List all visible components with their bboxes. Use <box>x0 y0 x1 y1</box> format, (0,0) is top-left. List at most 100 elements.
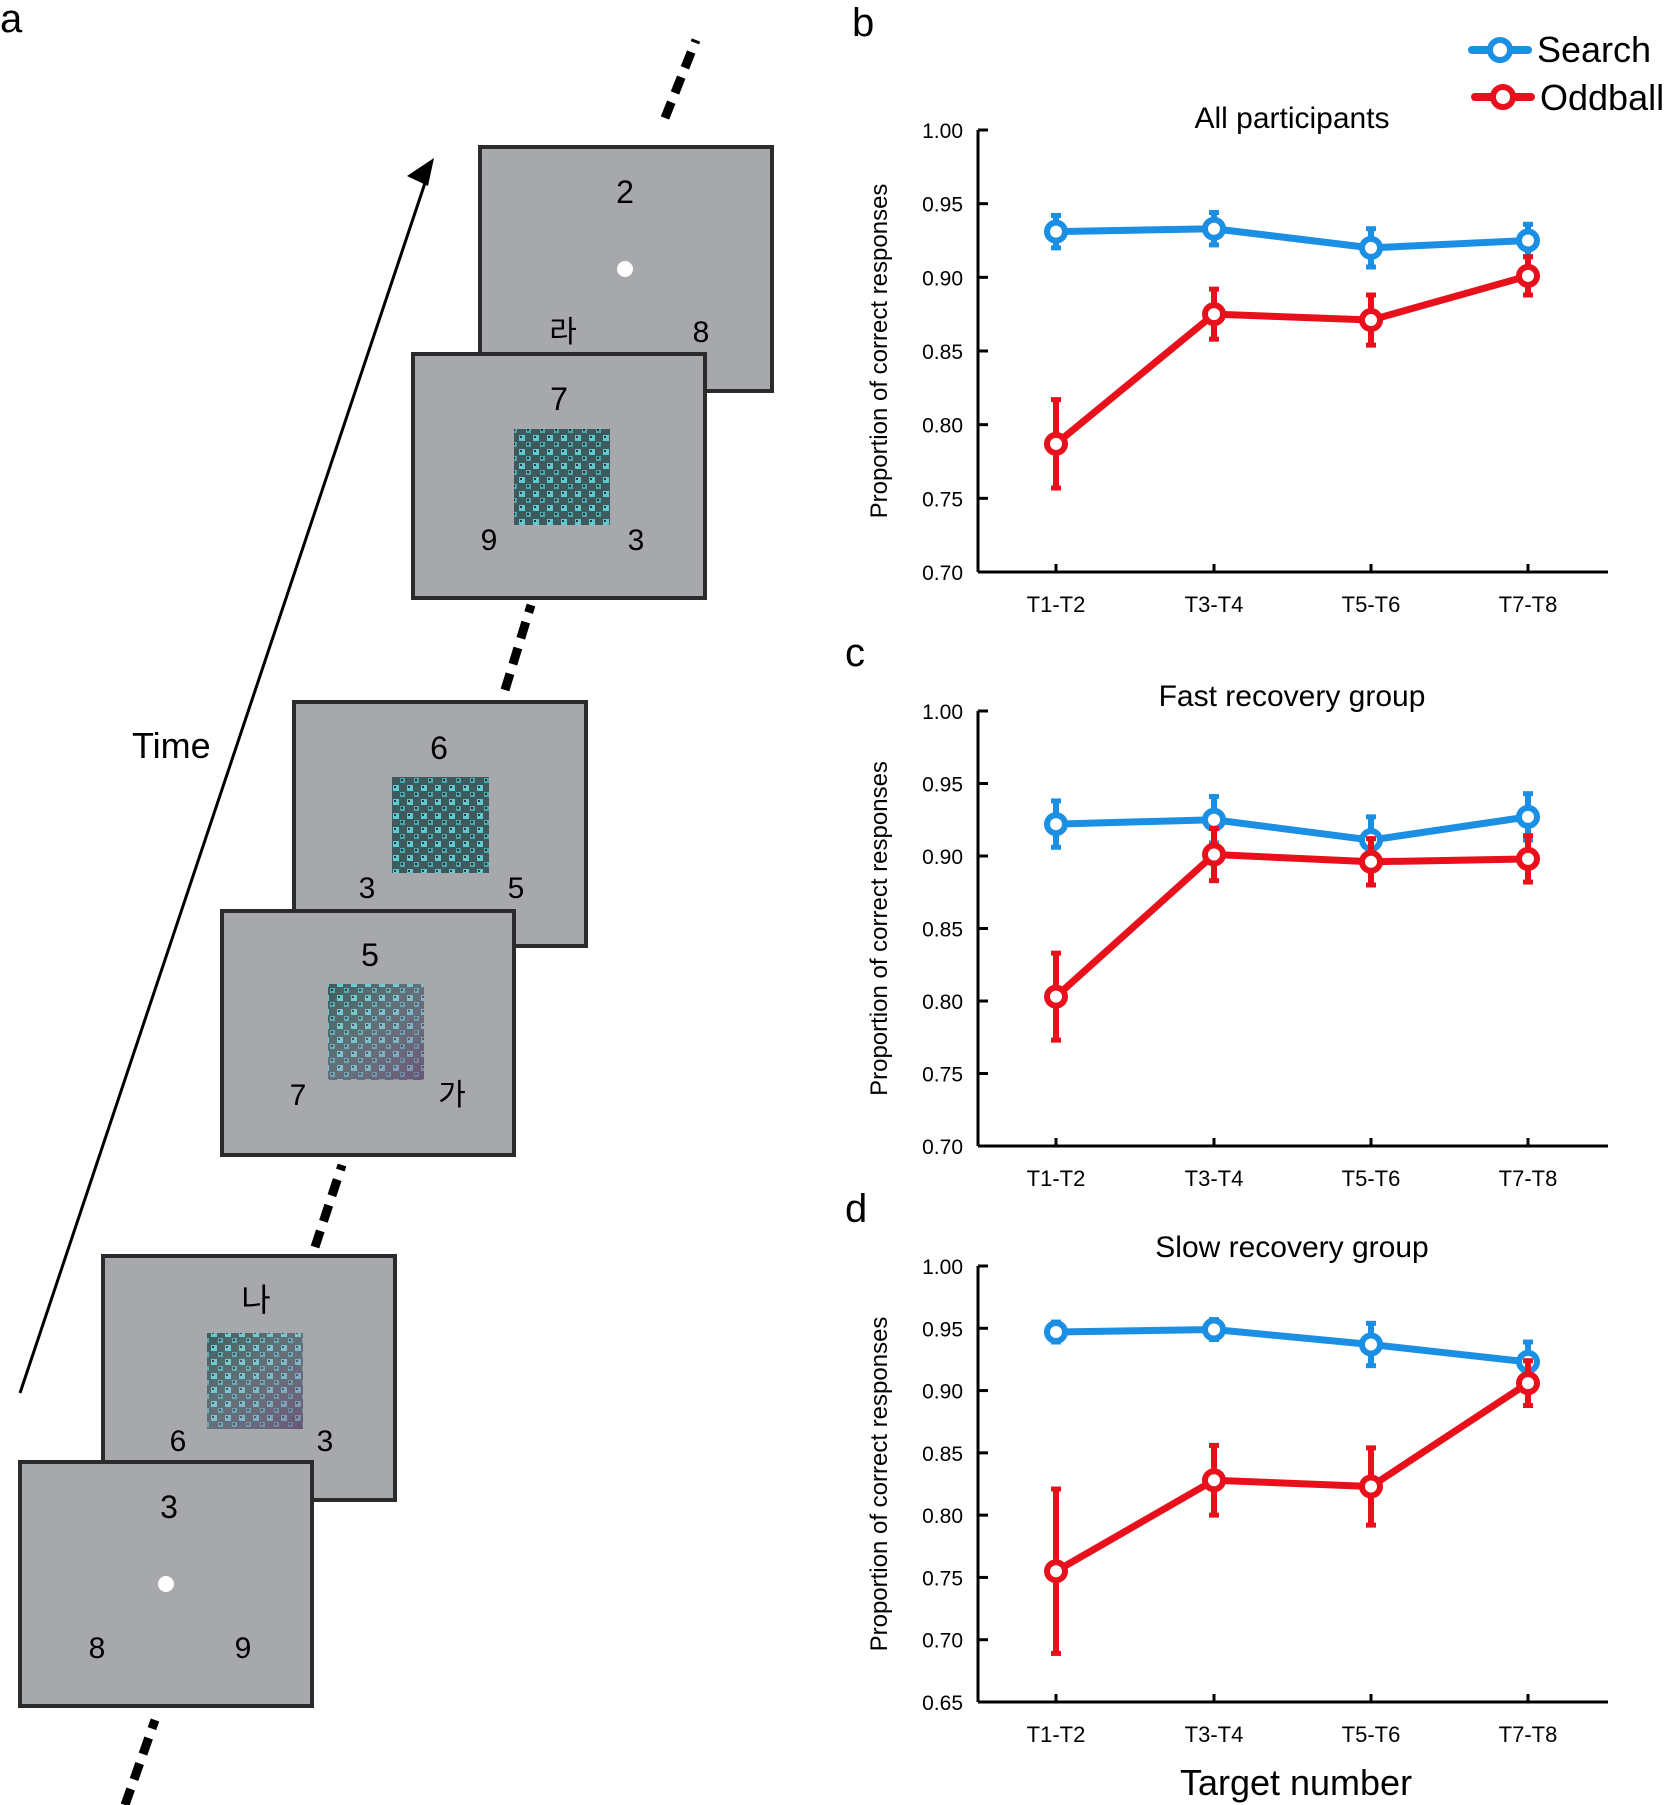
screen-left-item: 7 <box>290 1079 307 1112</box>
screen-top-item: 2 <box>616 174 634 210</box>
y-tick-label: 0.85 <box>922 919 963 942</box>
data-point <box>1359 308 1383 333</box>
fixation-dot <box>158 1576 174 1592</box>
y-tick-label: 0.75 <box>922 488 963 511</box>
x-tick-label: T7-T8 <box>1499 1722 1558 1747</box>
y-tick-label: 0.95 <box>922 1318 963 1341</box>
screen-top-item: 나 <box>241 1282 270 1318</box>
screen-right-item: 가 <box>438 1079 466 1112</box>
screen-top-item: 6 <box>430 730 448 766</box>
data-point <box>1044 812 1068 837</box>
x-tick-label: T3-T4 <box>1185 1166 1244 1191</box>
data-point <box>1044 1320 1068 1345</box>
legend-label: Search <box>1537 29 1651 70</box>
chart-title: Fast recovery group <box>1159 680 1426 713</box>
y-tick-label: 0.75 <box>922 1064 963 1087</box>
x-tick-label: T1-T2 <box>1027 1166 1086 1191</box>
data-point <box>1202 302 1226 327</box>
continuation-dots <box>310 1163 347 1249</box>
y-tick-label: 0.80 <box>922 1505 963 1528</box>
screen-top-item: 5 <box>361 937 379 973</box>
y-axis-label: Proportion of correct responses <box>866 761 893 1096</box>
stimulus-screen: 3 8 9 <box>18 1460 314 1708</box>
data-point <box>1202 842 1226 867</box>
y-tick-label: 1.00 <box>922 1256 963 1279</box>
screen-right-item: 5 <box>508 872 525 905</box>
y-axis-label: Proportion of correct responses <box>866 1317 893 1652</box>
time-arrow-head <box>407 158 434 186</box>
chart-all-participants: b All participants 0.70 0.75 0.80 0.85 0.90 0.9… <box>852 1 1608 617</box>
stimulus-screen: 5 7 가 <box>220 909 516 1157</box>
screen-right-item: 3 <box>628 524 645 557</box>
chart-fast-recovery: c Fast recovery group 0.70 0.75 0.80 0.85 0.90… <box>845 631 1608 1191</box>
data-point <box>1516 1371 1540 1396</box>
screen-left-item: 9 <box>481 524 498 557</box>
data-point <box>1044 431 1068 456</box>
data-point <box>1044 1559 1068 1584</box>
data-point <box>1202 1317 1226 1342</box>
series-line <box>1055 1326 1529 1366</box>
x-tick-label: T7-T8 <box>1499 592 1558 617</box>
screen-left-item: 3 <box>359 872 376 905</box>
series-search <box>1044 210 1540 270</box>
series-line <box>1053 272 1529 447</box>
y-tick-label: 0.90 <box>922 1381 963 1404</box>
y-tick-label: 0.80 <box>922 991 963 1014</box>
series-oddball <box>1044 1358 1540 1656</box>
x-tick-label: T5-T6 <box>1342 1166 1401 1191</box>
continuation-dots <box>660 38 701 120</box>
panel-a: a Time 2 라 8 7 9 3 6 3 <box>0 0 774 1805</box>
x-tick-label: T5-T6 <box>1342 592 1401 617</box>
y-tick-label: 0.85 <box>922 341 963 364</box>
distractor-image <box>392 777 489 873</box>
y-tick-label: 0.90 <box>922 846 963 869</box>
series-line <box>1053 851 1529 1000</box>
y-tick-label: 0.75 <box>922 1567 963 1590</box>
screen-left-item: 6 <box>170 1425 187 1458</box>
fixation-dot <box>617 261 633 277</box>
stimulus-screen: 7 9 3 <box>411 352 707 600</box>
panel-label: d <box>845 1187 867 1231</box>
legend: Search Oddball <box>1468 29 1664 118</box>
series-search <box>1044 791 1540 866</box>
chart-slow-recovery: d Slow recovery group 0.65 0.70 0.75 0.80 0.85… <box>845 1187 1608 1803</box>
data-point <box>1516 263 1540 288</box>
data-point <box>1202 216 1226 241</box>
distractor-image <box>514 429 610 525</box>
y-tick-label: 0.90 <box>922 267 963 290</box>
x-tick-label: T7-T8 <box>1499 1166 1558 1191</box>
x-tick-label: T1-T2 <box>1027 592 1086 617</box>
data-point <box>1044 219 1068 244</box>
series-line <box>1055 813 1529 844</box>
chart-title: Slow recovery group <box>1155 1231 1428 1264</box>
data-point <box>1359 1332 1383 1357</box>
data-point <box>1516 228 1540 253</box>
data-point <box>1044 984 1068 1009</box>
data-point <box>1516 804 1540 829</box>
screen-right-item: 3 <box>317 1425 334 1458</box>
series-oddball <box>1044 254 1540 491</box>
x-tick-label: T5-T6 <box>1342 1722 1401 1747</box>
series-line <box>1055 225 1529 252</box>
series-line <box>1054 1380 1530 1575</box>
screen-right-item: 8 <box>693 316 710 349</box>
panel-label: c <box>845 631 865 675</box>
screen-left-item: 라 <box>549 316 577 349</box>
y-tick-label: 0.70 <box>922 1136 963 1159</box>
x-tick-label: T3-T4 <box>1185 592 1244 617</box>
x-tick-label: T1-T2 <box>1027 1722 1086 1747</box>
y-tick-label: 1.00 <box>922 120 963 143</box>
chart-title: All participants <box>1194 102 1389 135</box>
continuation-dots <box>500 603 536 692</box>
legend-item-search: Search <box>1468 29 1651 70</box>
y-tick-label: 0.70 <box>922 1630 963 1653</box>
y-tick-label: 1.00 <box>922 701 963 724</box>
data-point <box>1202 1468 1226 1493</box>
screen-top-item: 3 <box>160 1489 178 1525</box>
data-point <box>1516 846 1540 871</box>
y-tick-label: 0.80 <box>922 415 963 438</box>
series-oddball <box>1044 825 1540 1043</box>
panel-a-label: a <box>0 0 23 41</box>
legend-item-oddball: Oddball <box>1471 77 1664 118</box>
y-axis-label: Proportion of correct responses <box>866 184 893 519</box>
